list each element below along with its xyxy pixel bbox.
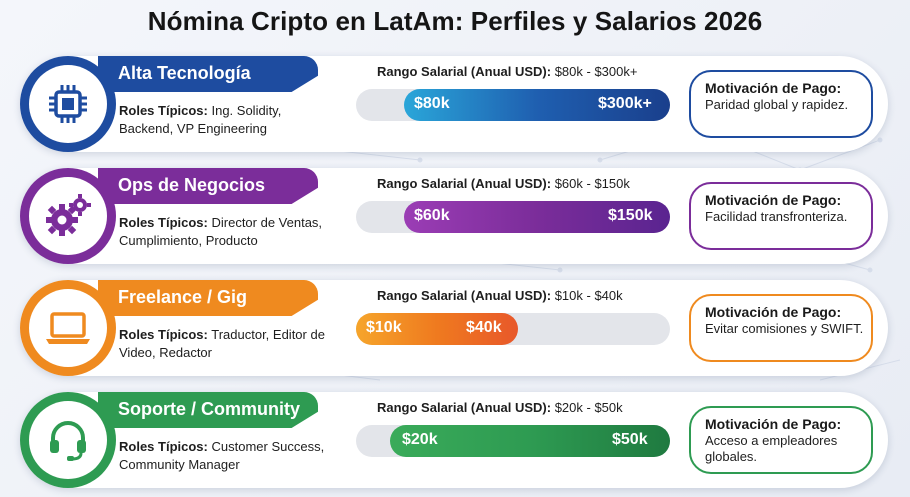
card-title: Alta Tecnología xyxy=(118,63,251,83)
salary-max-label: $40k xyxy=(466,319,502,336)
motivation-box: Motivación de Pago: Facilidad transfront… xyxy=(689,182,873,250)
range-label: Rango Salarial (Anual USD): $10k - $40k xyxy=(377,288,623,303)
salary-max-label: $50k xyxy=(612,431,648,448)
laptop-icon xyxy=(46,312,90,344)
chip-icon xyxy=(49,85,87,123)
icon-circle xyxy=(20,392,116,488)
headset-icon xyxy=(50,421,86,461)
range-label: Rango Salarial (Anual USD): $20k - $50k xyxy=(377,400,623,415)
range-label: Rango Salarial (Anual USD): $60k - $150k xyxy=(377,176,630,191)
salary-range-bar xyxy=(356,313,518,345)
card-title: Freelance / Gig xyxy=(118,287,248,307)
roles-text: Roles Típicos: Traductor, Editor de Vide… xyxy=(119,327,325,360)
salary-min-label: $60k xyxy=(414,207,450,224)
card-header-tab xyxy=(98,280,318,316)
motivation-text: Facilidad transfronteriza. xyxy=(705,209,848,224)
card-header-tab xyxy=(98,392,318,428)
card-ops-de-negocios: Ops de Negocios Roles Típicos: Director … xyxy=(20,168,888,264)
salary-range-bar xyxy=(404,89,670,121)
motivation-text: Paridad global y rapidez. xyxy=(705,97,849,112)
roles-text: Roles Típicos: Customer Success, Communi… xyxy=(119,439,325,472)
salary-min-label: $20k xyxy=(402,431,438,448)
salary-max-label: $150k xyxy=(608,207,653,224)
salary-max-label: $300k+ xyxy=(598,95,652,112)
range-label: Rango Salarial (Anual USD): $80k - $300k… xyxy=(377,64,638,79)
motivation-text: Evitar comisiones y SWIFT. xyxy=(705,321,864,336)
gears-icon xyxy=(46,194,91,236)
motivation-text: Acceso a empleadores globales. xyxy=(705,433,838,464)
card-title: Ops de Negocios xyxy=(118,175,266,195)
icon-circle xyxy=(20,280,116,376)
icon-circle xyxy=(20,56,116,152)
card-header-tab xyxy=(98,168,318,204)
card-title: Soporte / Community xyxy=(118,399,301,419)
salary-range-bar xyxy=(404,201,670,233)
card-freelance-gig: Freelance / Gig Roles Típicos: Traductor… xyxy=(20,280,888,376)
roles-text: Roles Típicos: Director de Ventas, Cumpl… xyxy=(119,215,323,248)
salary-min-label: $10k xyxy=(366,319,402,336)
motivation-box: Motivación de Pago: Evitar comisiones y … xyxy=(689,294,873,362)
icon-circle xyxy=(20,168,116,264)
salary-range-bar xyxy=(390,425,670,457)
salary-min-label: $80k xyxy=(414,95,450,112)
motivation-box: Motivación de Pago: Acceso a empleadores… xyxy=(689,406,873,474)
motivation-box: Motivación de Pago: Paridad global y rap… xyxy=(689,70,873,138)
card-alta-tecnologia: Alta Tecnología Roles Típicos: Ing. Soli… xyxy=(20,56,888,152)
card-header-tab xyxy=(98,56,318,92)
page-title: Nómina Cripto en LatAm: Perfiles y Salar… xyxy=(147,6,763,36)
card-soporte-community: Soporte / Community Roles Típicos: Custo… xyxy=(20,392,888,488)
roles-text: Roles Típicos: Ing. Solidity, Backend, V… xyxy=(119,103,282,136)
